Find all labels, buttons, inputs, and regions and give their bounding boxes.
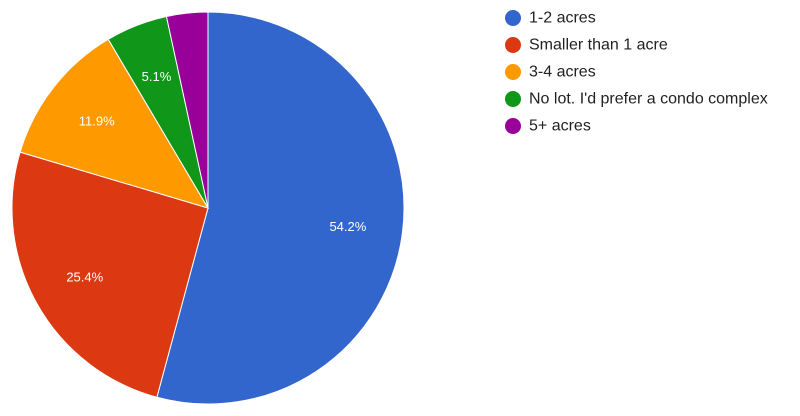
legend-item-3-4-acres: 3-4 acres [505, 64, 596, 81]
legend-label-no-lot-i-d-prefer-a-condo-complex: No lot. I'd prefer a condo complex [529, 91, 768, 108]
pie-slice-smaller-than-1-acre [11, 151, 209, 398]
legend-label-5-acres: 5+ acres [529, 118, 591, 135]
legend-label-3-4-acres: 3-4 acres [529, 64, 596, 81]
pie-slice-5-acres [165, 11, 209, 209]
pie-slice-3-4-acres [19, 38, 210, 209]
pie-slices [11, 11, 405, 405]
legend-swatch-3-4-acres [505, 64, 521, 80]
legend-item-no-lot-i-d-prefer-a-condo-complex: No lot. I'd prefer a condo complex [505, 91, 768, 108]
data-label-no-lot-i-d-prefer-a-condo-complex: 5.1% [142, 69, 172, 84]
legend-swatch-smaller-than-1-acre [505, 37, 521, 53]
legend-label-smaller-than-1-acre: Smaller than 1 acre [529, 37, 668, 54]
legend-swatch-5-acres [505, 118, 521, 134]
legend-item-smaller-than-1-acre: Smaller than 1 acre [505, 37, 668, 54]
legend: 1-2 acres Smaller than 1 acre 3-4 acres No … [505, 10, 768, 135]
pie-data-labels: 54.2% 25.4% 11.9% 5.1% [66, 69, 366, 284]
legend-swatch-1-2-acres [505, 10, 521, 26]
data-label-3-4-acres: 11.9% [79, 114, 115, 129]
data-label-smaller-than-1-acre: 25.4% [66, 269, 103, 284]
legend-item-5-acres: 5+ acres [505, 118, 591, 135]
pie-slice-1-2-acres [156, 11, 405, 405]
legend-item-1-2-acres: 1-2 acres [505, 10, 596, 27]
legend-swatch-no-lot-i-d-prefer-a-condo-complex [505, 91, 521, 107]
data-label-1-2-acres: 54.2% [329, 219, 366, 234]
legend-label-1-2-acres: 1-2 acres [529, 10, 596, 27]
